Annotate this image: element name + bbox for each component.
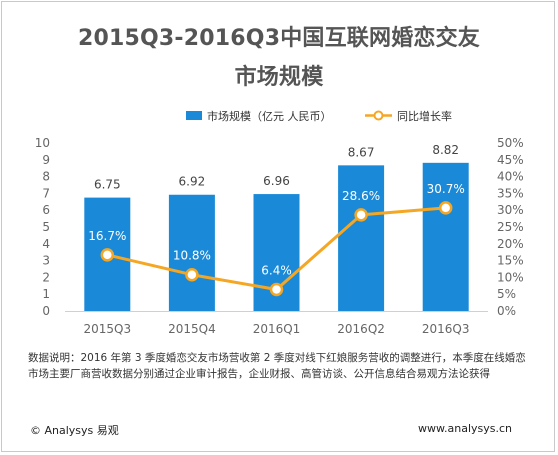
y-left-tick-label: 10 — [35, 136, 50, 150]
growth-rate-point — [354, 208, 368, 222]
legend-label-bar: 市场规模（亿元 人民币） — [207, 109, 332, 123]
bar — [422, 162, 469, 311]
growth-rate-label: 6.4% — [261, 263, 292, 277]
bar-value-label: 6.92 — [179, 175, 206, 189]
growth-rate-label: 30.7% — [427, 182, 465, 196]
growth-rate-label: 10.8% — [173, 249, 211, 263]
y-left-tick-label: 4 — [42, 237, 50, 251]
y-right-tick-label: 45% — [497, 153, 524, 167]
y-right-tick-label: 25% — [497, 220, 524, 234]
x-tick-label: 2016Q3 — [422, 322, 470, 336]
y-left-tick-label: 7 — [42, 186, 50, 200]
y-left-tick-label: 2 — [42, 270, 50, 284]
legend-marker-line — [373, 110, 384, 121]
growth-rate-point — [269, 282, 284, 297]
legend-swatch-bar — [186, 111, 202, 120]
y-left-tick-label: 1 — [42, 287, 50, 301]
y-right-tick-label: 0% — [497, 304, 516, 318]
y-left-tick-label: 8 — [42, 170, 50, 184]
bar-value-label: 6.96 — [263, 174, 290, 188]
growth-rate-point — [438, 201, 453, 215]
chart-title-line2: 市场规模 — [234, 65, 324, 90]
bar-value-label: 6.75 — [94, 178, 121, 192]
x-tick-label: 2016Q2 — [337, 322, 385, 336]
bar — [338, 165, 385, 311]
y-right-tick-label: 20% — [497, 237, 524, 251]
y-right-tick-label: 40% — [497, 170, 524, 184]
y-right-tick-label: 50% — [497, 136, 524, 150]
growth-rate-point — [185, 267, 199, 282]
x-tick-label: 2015Q4 — [168, 322, 216, 336]
y-right-tick-label: 30% — [497, 203, 524, 217]
growth-rate-label: 28.6% — [342, 189, 380, 203]
footer-brand: © Analysys 易观 — [30, 424, 119, 437]
y-right-tick-label: 35% — [497, 186, 524, 200]
growth-rate-point — [100, 248, 115, 262]
footer-url: www.analysys.cn — [418, 422, 512, 435]
chart-title-line1: 2015Q3-2016Q3中国互联网婚恋交友 — [77, 26, 480, 51]
y-right-tick-label: 5% — [497, 287, 516, 301]
y-left-tick-label: 3 — [42, 254, 50, 268]
x-tick-label: 2016Q1 — [253, 322, 301, 336]
y-left-tick-label: 6 — [42, 203, 50, 217]
data-note: 数据说明：2016 年第 3 季度婚恋交友市场营收第 2 季度对线下红娘服务营收… — [28, 352, 526, 380]
y-left-tick-label: 9 — [42, 153, 50, 167]
y-left-tick-label: 0 — [42, 304, 50, 318]
legend-label-line: 同比增长率 — [397, 109, 452, 123]
x-tick-label: 2015Q3 — [83, 322, 131, 336]
y-right-tick-label: 15% — [497, 254, 524, 268]
y-left-tick-label: 5 — [42, 220, 50, 234]
bar — [168, 194, 215, 311]
growth-rate-label: 16.7% — [88, 229, 126, 243]
bar-value-label: 8.82 — [432, 143, 459, 157]
y-right-tick-label: 10% — [497, 270, 524, 284]
bar-value-label: 8.67 — [348, 145, 375, 159]
